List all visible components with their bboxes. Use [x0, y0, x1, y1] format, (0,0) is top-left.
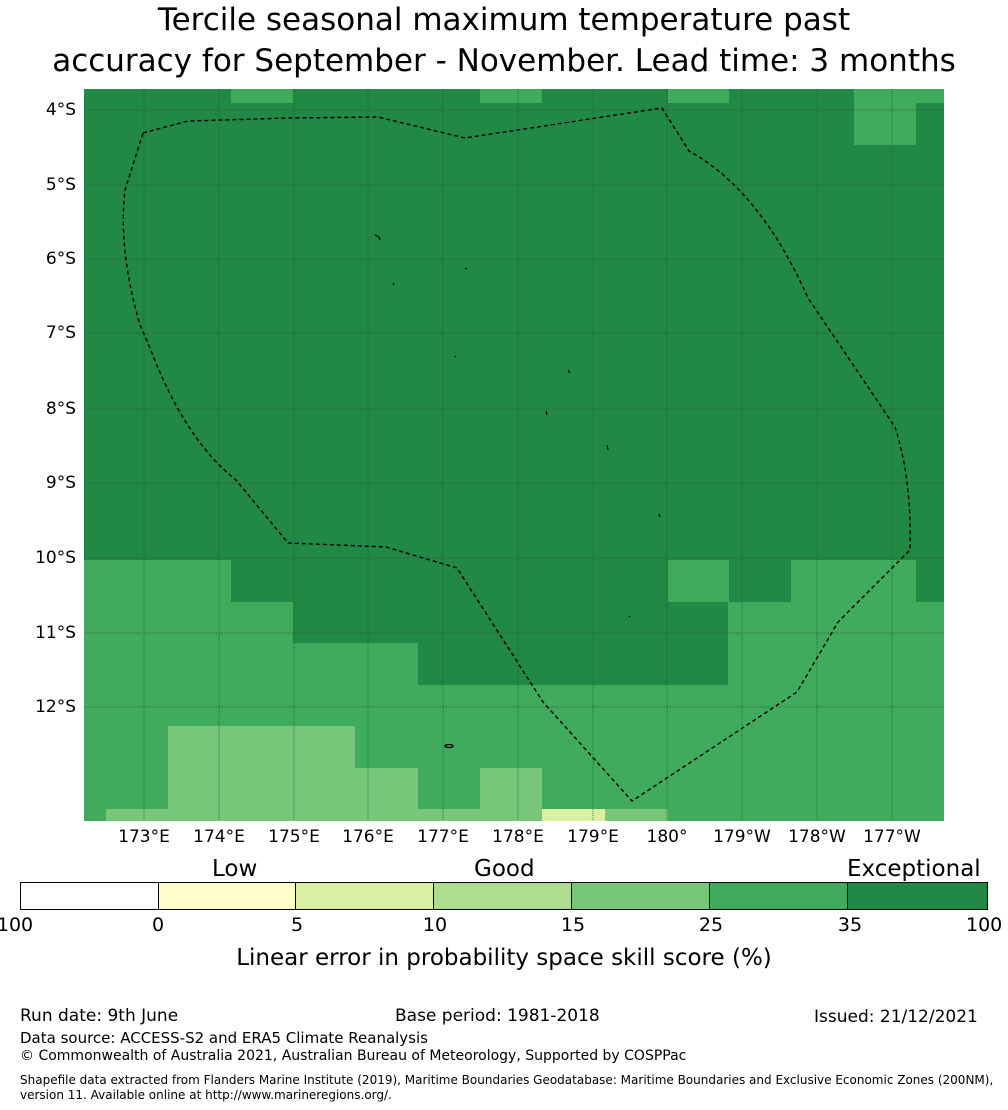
skill-cell: [729, 560, 791, 602]
lat-label: 8°S: [45, 399, 76, 419]
colorbar-segment-neg: [21, 883, 159, 909]
skill-cell: [355, 768, 418, 821]
colorbar-segment-5-10: [296, 883, 435, 909]
lat-label: 5°S: [45, 175, 76, 195]
colorbar-tick: 10: [422, 914, 448, 936]
colorbar: [20, 882, 988, 910]
skill-cell: [916, 560, 944, 602]
lat-label: 7°S: [45, 323, 76, 343]
eez-boundary: [122, 107, 911, 802]
lon-label: 179°W: [713, 827, 771, 847]
lat-label: 4°S: [45, 100, 76, 120]
skill-cell: [480, 89, 542, 103]
skill-cell: [854, 89, 944, 103]
colorbar-segment-0-5: [158, 883, 297, 909]
skill-map: [84, 89, 944, 821]
colorbar-tick: -100: [0, 914, 34, 936]
category-good: Good: [474, 856, 535, 882]
islands: [374, 234, 661, 749]
skill-cell: [542, 809, 605, 821]
skill-cell: [605, 809, 668, 821]
run-date: Run date: 9th June: [20, 1006, 179, 1026]
shapefile-credit-line-2: version 11. Available online at http://w…: [20, 1088, 392, 1102]
data-source: Data source: ACCESS-S2 and ERA5 Climate …: [20, 1029, 428, 1047]
issued-date: Issued: 21/12/2021: [814, 1007, 978, 1027]
skill-cell: [668, 89, 729, 103]
lat-label: 10°S: [35, 548, 76, 568]
lon-label: 176°E: [342, 827, 394, 847]
colorbar-tick: 5: [290, 914, 304, 936]
lat-label: 12°S: [35, 697, 76, 717]
lon-label: 177°E: [417, 827, 469, 847]
lon-label: 174°E: [193, 827, 245, 847]
skill-cell: [231, 560, 668, 602]
skill-cell: [418, 643, 728, 685]
map-grid-cells: [84, 89, 944, 821]
map-gridlines: [84, 89, 944, 821]
skill-cell: [231, 89, 293, 103]
title-line-2: accuracy for September - November. Lead …: [52, 43, 956, 79]
lat-label: 6°S: [45, 249, 76, 269]
skill-cell: [293, 602, 728, 643]
colorbar-tick: 15: [560, 914, 586, 936]
skill-cell: [480, 768, 542, 821]
lat-label: 9°S: [45, 473, 76, 493]
chart-title: Tercile seasonal maximum temperature pas…: [0, 0, 1008, 82]
shapefile-credit-line-1: Shapefile data extracted from Flanders M…: [20, 1073, 994, 1087]
lon-label: 175°E: [268, 827, 320, 847]
lon-label: 178°W: [788, 827, 846, 847]
skill-cell: [668, 560, 729, 602]
title-line-1: Tercile seasonal maximum temperature pas…: [157, 2, 851, 38]
lon-label: 173°E: [118, 827, 170, 847]
lon-label: 177°W: [863, 827, 921, 847]
colorbar-label: Linear error in probability space skill …: [236, 945, 772, 971]
category-low: Low: [212, 856, 258, 882]
skill-cell: [106, 809, 168, 821]
skill-cell: [168, 726, 355, 821]
colorbar-tick: 35: [837, 914, 863, 936]
lon-label: 178°E: [492, 827, 544, 847]
lat-label: 11°S: [35, 623, 76, 643]
colorbar-tick: 0: [151, 914, 165, 936]
colorbar-tick: 25: [698, 914, 724, 936]
colorbar-segment-35-100: [848, 883, 988, 909]
base-period: Base period: 1981-2018: [395, 1006, 600, 1026]
lon-label: 180°: [646, 827, 688, 847]
copyright: © Commonwealth of Australia 2021, Austra…: [20, 1048, 687, 1064]
colorbar-segment-25-35: [709, 883, 849, 909]
skill-cell: [854, 103, 916, 145]
colorbar-segment-15-25: [571, 883, 710, 909]
category-exceptional: Exceptional: [847, 856, 981, 882]
lon-label: 179°E: [567, 827, 619, 847]
colorbar-segment-10-15: [434, 883, 572, 909]
colorbar-tick: 100: [966, 914, 1003, 936]
skill-cell: [418, 809, 480, 821]
